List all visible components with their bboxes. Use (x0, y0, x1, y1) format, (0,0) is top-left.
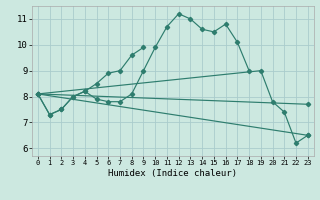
X-axis label: Humidex (Indice chaleur): Humidex (Indice chaleur) (108, 169, 237, 178)
